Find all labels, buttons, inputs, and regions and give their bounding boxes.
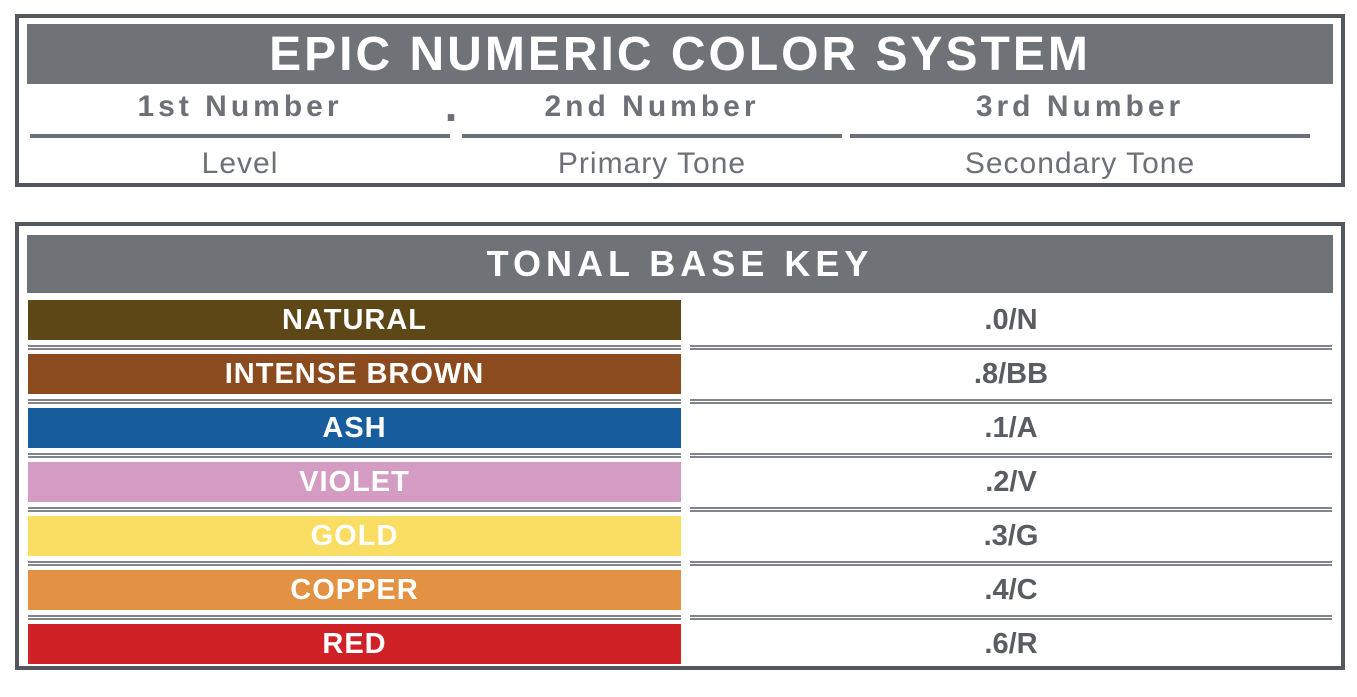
divider-left-segment bbox=[28, 614, 681, 620]
row-divider bbox=[28, 340, 1332, 354]
underline-rule bbox=[850, 134, 1310, 138]
color-swatch-copper: COPPER bbox=[28, 570, 681, 610]
table-row: GOLD .3/G bbox=[28, 516, 1332, 556]
divider-right-segment bbox=[690, 344, 1332, 350]
meaning-label: Secondary Tone bbox=[964, 147, 1196, 180]
decimal-separator: . bbox=[444, 79, 458, 131]
table-row: INTENSE BROWN .8/BB bbox=[28, 354, 1332, 394]
divider-right-segment bbox=[690, 506, 1332, 512]
underline-rule bbox=[462, 134, 842, 138]
swatch-label: ASH bbox=[322, 411, 387, 444]
number-label: 2nd Number bbox=[544, 90, 760, 123]
color-swatch-ash: ASH bbox=[28, 408, 681, 448]
swatch-label: RED bbox=[322, 627, 387, 660]
numeric-system-panel: EPIC NUMERIC COLOR SYSTEM 1st Number Lev… bbox=[15, 14, 1345, 187]
divider-right-segment bbox=[690, 452, 1332, 458]
panel-title-bar: TONAL BASE KEY bbox=[27, 235, 1333, 293]
column-2nd-number: 2nd Number Primary Tone bbox=[462, 90, 842, 181]
row-divider bbox=[28, 610, 1332, 624]
meaning-label: Primary Tone bbox=[557, 147, 747, 180]
row-divider bbox=[28, 502, 1332, 516]
color-swatch-gold: GOLD bbox=[28, 516, 681, 556]
divider-left-segment bbox=[28, 452, 681, 458]
panel-title-bar: EPIC NUMERIC COLOR SYSTEM bbox=[27, 24, 1333, 84]
divider-right-segment bbox=[690, 560, 1332, 566]
panel-title: EPIC NUMERIC COLOR SYSTEM bbox=[269, 27, 1091, 81]
divider-left-segment bbox=[28, 398, 681, 404]
tone-code: .6/R bbox=[984, 627, 1038, 660]
divider-left-segment bbox=[28, 506, 681, 512]
swatch-label: GOLD bbox=[310, 519, 399, 552]
underline-rule bbox=[30, 134, 450, 138]
tone-code: .8/BB bbox=[973, 357, 1049, 390]
meaning-label: Level bbox=[201, 147, 279, 180]
color-swatch-natural: NATURAL bbox=[28, 300, 681, 340]
swatch-label: NATURAL bbox=[282, 303, 427, 336]
table-row: VIOLET .2/V bbox=[28, 462, 1332, 502]
row-divider bbox=[28, 394, 1332, 408]
swatch-label: INTENSE BROWN bbox=[224, 357, 485, 390]
tone-code: .3/G bbox=[983, 519, 1039, 552]
table-row: COPPER .4/C bbox=[28, 570, 1332, 610]
divider-right-segment bbox=[690, 398, 1332, 404]
table-row: NATURAL .0/N bbox=[28, 300, 1332, 340]
divider-left-segment bbox=[28, 560, 681, 566]
divider-right-segment bbox=[690, 614, 1332, 620]
color-swatch-intense-brown: INTENSE BROWN bbox=[28, 354, 681, 394]
number-label: 1st Number bbox=[137, 90, 343, 123]
tone-code: .1/A bbox=[984, 411, 1038, 444]
swatch-label: COPPER bbox=[290, 573, 419, 606]
number-label: 3rd Number bbox=[975, 90, 1185, 123]
table-row: RED .6/R bbox=[28, 624, 1332, 664]
divider-left-segment bbox=[28, 344, 681, 350]
panel-title: TONAL BASE KEY bbox=[486, 243, 874, 284]
color-swatch-red: RED bbox=[28, 624, 681, 664]
table-row: ASH .1/A bbox=[28, 408, 1332, 448]
row-divider bbox=[28, 556, 1332, 570]
row-divider bbox=[28, 448, 1332, 462]
column-3rd-number: 3rd Number Secondary Tone bbox=[850, 90, 1310, 181]
tone-code: .0/N bbox=[984, 303, 1038, 336]
tonal-key-rows: NATURAL .0/N INTENSE BROWN .8/BB A bbox=[28, 300, 1332, 664]
swatch-label: VIOLET bbox=[299, 465, 410, 498]
tonal-base-key-panel: TONAL BASE KEY NATURAL .0/N INTENSE BROW… bbox=[15, 222, 1345, 670]
color-swatch-violet: VIOLET bbox=[28, 462, 681, 502]
tone-code: .2/V bbox=[985, 465, 1037, 498]
tone-code: .4/C bbox=[984, 573, 1038, 606]
column-1st-number: 1st Number Level bbox=[30, 90, 450, 181]
